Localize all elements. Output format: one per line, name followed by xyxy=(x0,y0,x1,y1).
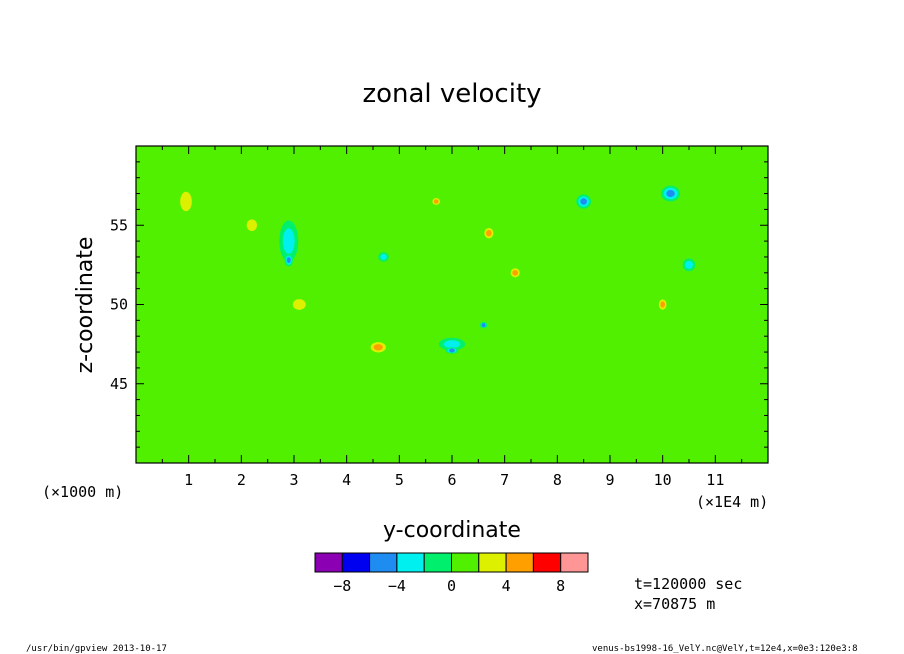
contour-feature xyxy=(486,230,492,237)
contour-feature xyxy=(286,257,291,263)
colorbar-swatch xyxy=(560,552,589,573)
x-tick-label: 1 xyxy=(184,471,193,489)
contour-feature xyxy=(343,205,361,230)
colorbar-tick-label: 0 xyxy=(447,577,456,595)
colorbar-swatch xyxy=(396,552,425,573)
contour-feature xyxy=(180,191,192,212)
contour-feature xyxy=(660,301,666,308)
y-scale-note: (×1000 m) xyxy=(42,483,123,501)
contour-feature xyxy=(292,299,306,310)
x-scale-note: (×1E4 m) xyxy=(696,493,768,511)
x-axis-label: y-coordinate xyxy=(383,518,521,543)
x-axis: 1 2 3 4 5 6 7 8 9 10 11 xyxy=(161,146,743,489)
x-tick-label: 7 xyxy=(500,471,509,489)
contour-field xyxy=(176,185,725,357)
contour-feature xyxy=(520,347,553,357)
colorbar-swatch xyxy=(451,552,480,573)
colorbar-swatch xyxy=(423,552,453,573)
colorbar-tick-label: 8 xyxy=(556,577,565,595)
footer-left: /usr/bin/gpview 2013-10-17 xyxy=(26,644,167,654)
y-axis-label: z-coordinate xyxy=(73,237,98,374)
colorbar xyxy=(314,552,589,573)
contour-feature xyxy=(705,201,725,234)
contour-feature xyxy=(380,254,387,260)
contour-feature xyxy=(449,348,455,353)
colorbar-swatch xyxy=(314,552,343,573)
colorbar-swatch xyxy=(478,552,507,573)
footer-right: venus-bs1998-16_VelY.nc@VelY,t=12e4,x=0e… xyxy=(592,644,858,654)
contour-feature xyxy=(512,269,519,276)
y-tick-label: 50 xyxy=(110,296,128,314)
x-tick-label: 3 xyxy=(289,471,298,489)
contour-feature xyxy=(580,198,587,205)
y-tick-label: 45 xyxy=(110,375,128,393)
colorbar-tick-label: 4 xyxy=(502,577,511,595)
colorbar-swatch xyxy=(341,552,371,573)
colorbar-tick-labels: −8 −4 0 4 8 xyxy=(333,577,565,595)
x-tick-label: 8 xyxy=(553,471,562,489)
contour-feature xyxy=(685,260,693,269)
colorbar-swatch xyxy=(369,552,398,573)
contour-feature xyxy=(666,190,675,198)
x-tick-label: 9 xyxy=(605,471,614,489)
x-tick-label: 4 xyxy=(342,471,351,489)
contour-feature xyxy=(481,323,486,328)
x-tick-label: 11 xyxy=(706,471,724,489)
time-label: t=120000 sec xyxy=(634,575,742,593)
colorbar-swatch xyxy=(532,552,562,573)
plot-area xyxy=(135,145,769,464)
contour-feature xyxy=(246,219,258,232)
contour-feature xyxy=(373,344,383,351)
contour-feature xyxy=(282,228,295,254)
x-tick-label: 5 xyxy=(395,471,404,489)
colorbar-tick-label: −8 xyxy=(333,577,351,595)
x-tick-label: 10 xyxy=(654,471,672,489)
contour-feature xyxy=(193,199,215,235)
colorbar-tick-label: −4 xyxy=(388,577,406,595)
y-axis: 45 50 55 xyxy=(110,161,768,448)
position-label: x=70875 m xyxy=(634,595,715,613)
chart-title: zonal velocity xyxy=(362,79,541,109)
x-tick-label: 6 xyxy=(447,471,456,489)
x-tick-label: 2 xyxy=(237,471,246,489)
colorbar-swatch xyxy=(505,552,534,573)
y-tick-label: 55 xyxy=(110,216,128,234)
contour-feature xyxy=(433,199,439,204)
contour-feature xyxy=(596,287,624,322)
contour-feature xyxy=(443,340,461,349)
